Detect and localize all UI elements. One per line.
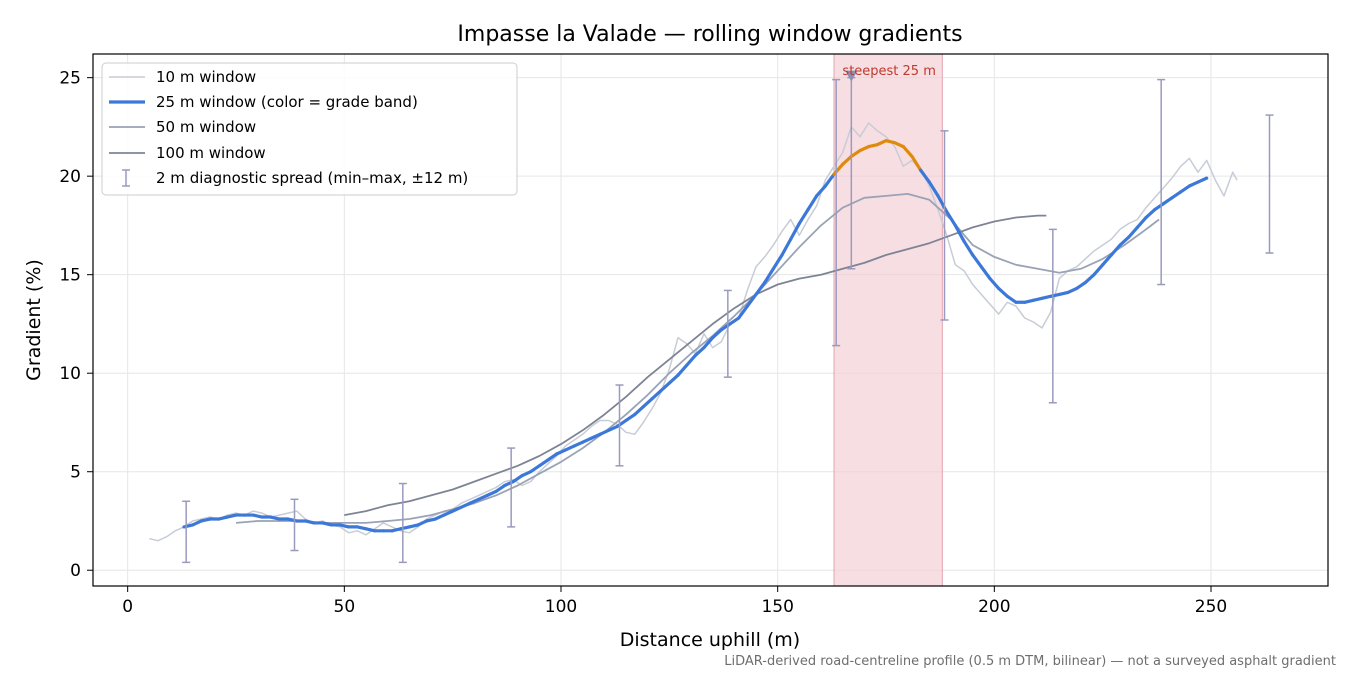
legend-box [101,62,518,196]
y-tick-label: 25 [59,69,81,89]
x-tick-label: 250 [1195,597,1227,617]
series-w25-segment [667,373,680,385]
series-w25-segment [1092,263,1105,277]
steepest-highlight-layer [833,54,943,586]
x-tick-label: 150 [761,597,793,617]
series-w25-steep-segment [910,154,923,172]
series-w25-segment [1101,253,1113,267]
series-w25-segment [1083,273,1096,285]
series-w25-segment [711,328,723,340]
y-tick-label: 5 [70,463,81,483]
series-w25-segment [971,253,983,269]
series-w25-segment [685,353,697,367]
series-w25-segment [1135,215,1148,229]
series-w25-segment [633,405,645,417]
series-w50-line [235,192,1160,524]
series-w25-segment [537,458,550,468]
series-w25-steep-segment [901,145,914,159]
series-w25-segment [624,412,637,423]
series-w25-segment [641,397,654,409]
series-w25-segment [1161,196,1174,206]
chart-title: Impasse la Valade — rolling window gradi… [457,22,962,47]
series-w25-segment [650,389,663,401]
legend-label-w10: 10 m window [156,68,256,86]
series-w100-line [344,214,1047,516]
legend-label-w50: 50 m window [156,118,256,136]
series-w25-steep-segment [841,154,853,166]
footnote: LiDAR-derived road-centreline profile (0… [724,654,1336,669]
x-tick-label: 200 [978,597,1010,617]
y-tick-label: 0 [70,561,81,581]
series-w25-segment [797,208,810,226]
errorbar-layer [182,76,1274,564]
series-w25-segment [728,316,741,326]
series-w25-segment [1127,225,1139,239]
series-w25-segment [546,452,559,462]
tick-layer: 0 50 100 150 200 250 0 5 10 15 20 25 [59,69,1227,617]
series-w25-segment [1005,294,1018,304]
series-w25-segment [702,336,715,350]
series-w25-segment [1179,184,1191,194]
series-w25-segment [1118,235,1131,247]
series-w25-segment [945,210,957,228]
series-w25-segment [1075,280,1087,291]
legend-label-errorbar: 2 m diagnostic spread (min–max, ±12 m) [156,169,468,187]
series-w25-segment [494,483,507,494]
series-w25-segment [823,172,836,188]
x-tick-label: 0 [122,597,133,617]
series-w25-segment [988,277,1001,291]
series-w25-segment [754,280,767,296]
series-w25-segment [789,221,801,241]
series-w25-segment [1109,243,1122,257]
steepest-annotation: steepest 25 m [842,64,935,79]
series-w25-segment [780,237,793,257]
x-tick-label: 100 [545,597,577,617]
series-w25-segment [676,363,689,377]
series-w25-steep-segment [849,148,862,159]
series-w25-segment [815,184,827,198]
y-tick-label: 20 [59,167,81,187]
series-w25-segment [806,194,819,212]
x-axis-title: Distance uphill (m) [620,629,800,651]
series-w25-segment [1196,176,1209,184]
y-tick-label: 15 [59,266,81,286]
series-w25-segment [745,292,758,308]
legend: 10 m window 25 m window (color = grade b… [101,62,518,196]
series-w25-segment [529,464,541,474]
y-axis-title: Gradient (%) [23,259,45,381]
series-w25-segment [1144,208,1157,220]
steepest-marker [845,70,858,82]
series-w25-segment [997,286,1009,298]
steepest-window-band [833,54,943,586]
series-w25-segment [962,239,975,257]
series-w25-segment [979,265,992,281]
series-w25-segment [771,253,784,271]
legend-label-w25: 25 m window (color = grade band) [156,93,418,111]
series-w25-segment [919,168,931,184]
series-w25-segment [659,381,671,393]
series-w25-segment [953,223,966,243]
series-w25-segment [763,267,775,285]
series-layer [149,122,1238,542]
plot-frame [92,53,1329,587]
series-w25-segment [927,180,940,198]
series-w25-segment [1170,190,1183,200]
series-w25-segment [693,345,706,358]
x-tick-label: 50 [334,597,356,617]
legend-label-w100: 100 m window [156,144,266,162]
series-w25-segment [737,304,749,320]
y-tick-label: 10 [59,364,81,384]
series-w25-segment [511,474,524,484]
annotation-layer: steepest 25 m [842,64,936,82]
legend-swatch-errorbar [122,169,130,187]
